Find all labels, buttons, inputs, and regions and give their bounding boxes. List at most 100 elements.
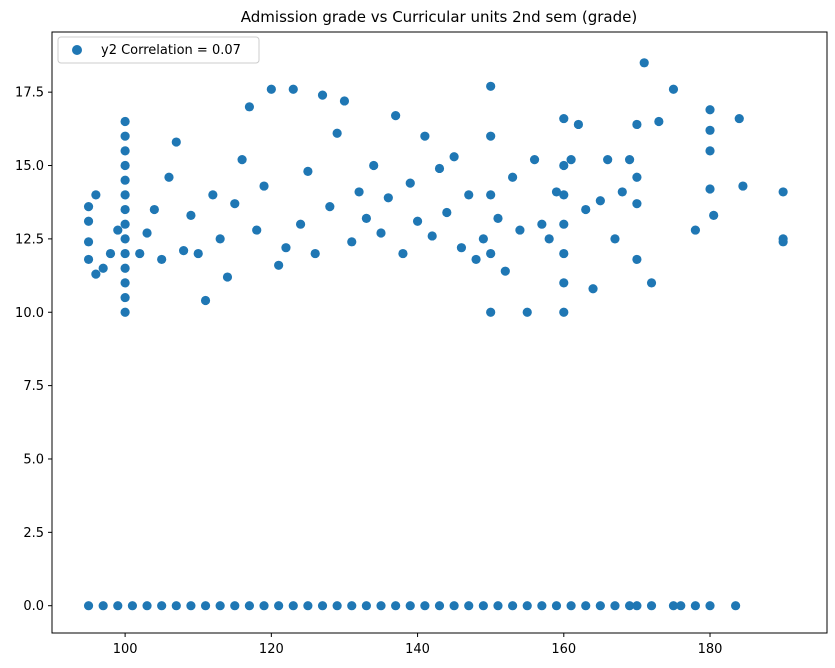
- scatter-point: [120, 292, 130, 303]
- scatter-point: [405, 601, 415, 611]
- scatter-point: [456, 243, 467, 253]
- scatter-point: [105, 248, 116, 259]
- scatter-point: [120, 234, 130, 244]
- scatter-point: [91, 269, 101, 279]
- scatter-point: [215, 601, 225, 611]
- scatter-point: [709, 210, 719, 221]
- legend: y2 Correlation = 0.07: [57, 36, 260, 64]
- scatter-point: [186, 601, 196, 611]
- scatter-point: [420, 601, 430, 611]
- scatter-point: [705, 146, 715, 156]
- scatter-point: [478, 601, 488, 611]
- scatter-point: [113, 601, 123, 611]
- scatter-point: [120, 278, 130, 288]
- scatter-point: [551, 187, 562, 197]
- scatter-point: [215, 234, 225, 244]
- scatter-point: [98, 263, 108, 273]
- scatter-point: [508, 601, 518, 611]
- scatter-point: [610, 601, 620, 611]
- scatter-point: [442, 207, 452, 218]
- scatter-point: [559, 307, 569, 317]
- scatter-point: [361, 213, 371, 223]
- scatter-point: [690, 601, 701, 611]
- scatter-point: [500, 266, 510, 276]
- scatter-point: [405, 178, 415, 188]
- scatter-point: [668, 84, 679, 94]
- scatter-point: [332, 601, 342, 611]
- scatter-point: [259, 601, 269, 611]
- scatter-point: [274, 601, 284, 611]
- scatter-point: [603, 155, 613, 165]
- scatter-point: [120, 190, 130, 200]
- scatter-point: [464, 190, 474, 200]
- legend-box: [57, 36, 260, 64]
- scatter-point: [347, 237, 357, 247]
- scatter-point: [559, 160, 569, 171]
- y-tick-label: 7.5: [23, 379, 44, 394]
- scatter-point: [676, 601, 686, 611]
- scatter-point: [222, 272, 233, 282]
- scatter-point: [347, 601, 357, 611]
- scatter-point: [317, 90, 328, 100]
- x-tick-label: 180: [698, 642, 723, 657]
- scatter-point: [654, 116, 664, 127]
- scatter-point: [142, 228, 152, 238]
- scatter-point: [420, 131, 430, 141]
- scatter-point: [632, 601, 642, 611]
- scatter-point: [705, 105, 715, 115]
- y-tick-label: 12.5: [15, 232, 44, 247]
- scatter-point: [120, 175, 130, 185]
- scatter-point: [464, 601, 474, 611]
- scatter-point: [120, 116, 130, 127]
- scatter-point: [624, 601, 635, 611]
- scatter-point: [120, 307, 130, 317]
- scatter-point: [581, 204, 591, 215]
- scatter-point: [646, 601, 657, 611]
- scatter-point: [486, 131, 496, 141]
- scatter-point: [646, 278, 657, 288]
- scatter-point: [398, 248, 408, 259]
- scatter-point: [486, 248, 496, 259]
- y-tick-label: 15.0: [15, 159, 44, 174]
- scatter-point: [391, 111, 401, 121]
- scatter-point: [230, 199, 240, 209]
- scatter-point: [113, 225, 123, 235]
- scatter-point: [244, 601, 255, 611]
- scatter-point: [171, 601, 181, 611]
- scatter-point: [412, 216, 423, 226]
- scatter-point: [208, 190, 218, 200]
- x-tick-label: 160: [551, 642, 576, 657]
- scatter-point: [566, 155, 576, 165]
- scatter-points: [83, 58, 788, 611]
- chart-title: Admission grade vs Curricular units 2nd …: [241, 8, 637, 26]
- scatter-point: [171, 137, 181, 147]
- y-tick-label: 0.0: [23, 599, 44, 614]
- scatter-point: [434, 601, 445, 611]
- scatter-point: [259, 181, 269, 191]
- scatter-point: [142, 601, 152, 611]
- legend-label: y2 Correlation = 0.07: [101, 43, 241, 58]
- scatter-point: [559, 248, 569, 259]
- scatter-point: [252, 225, 262, 235]
- scatter-point: [157, 601, 167, 611]
- y-tick-label: 2.5: [23, 526, 44, 541]
- scatter-point: [361, 601, 371, 611]
- scatter-point: [486, 81, 496, 91]
- scatter-point: [493, 601, 503, 611]
- scatter-point: [705, 125, 715, 135]
- scatter-point: [486, 307, 496, 317]
- scatter-point: [427, 231, 437, 241]
- scatter-point: [581, 601, 591, 611]
- scatter-point: [705, 184, 715, 194]
- scatter-point: [537, 219, 547, 229]
- scatter-point: [317, 601, 328, 611]
- scatter-point: [449, 152, 459, 162]
- scatter-point: [434, 163, 445, 174]
- scatter-point: [310, 248, 320, 259]
- scatter-point: [595, 601, 605, 611]
- scatter-point: [383, 193, 393, 203]
- scatter-point: [200, 295, 211, 306]
- scatter-point: [588, 284, 598, 294]
- scatter-point: [486, 190, 496, 200]
